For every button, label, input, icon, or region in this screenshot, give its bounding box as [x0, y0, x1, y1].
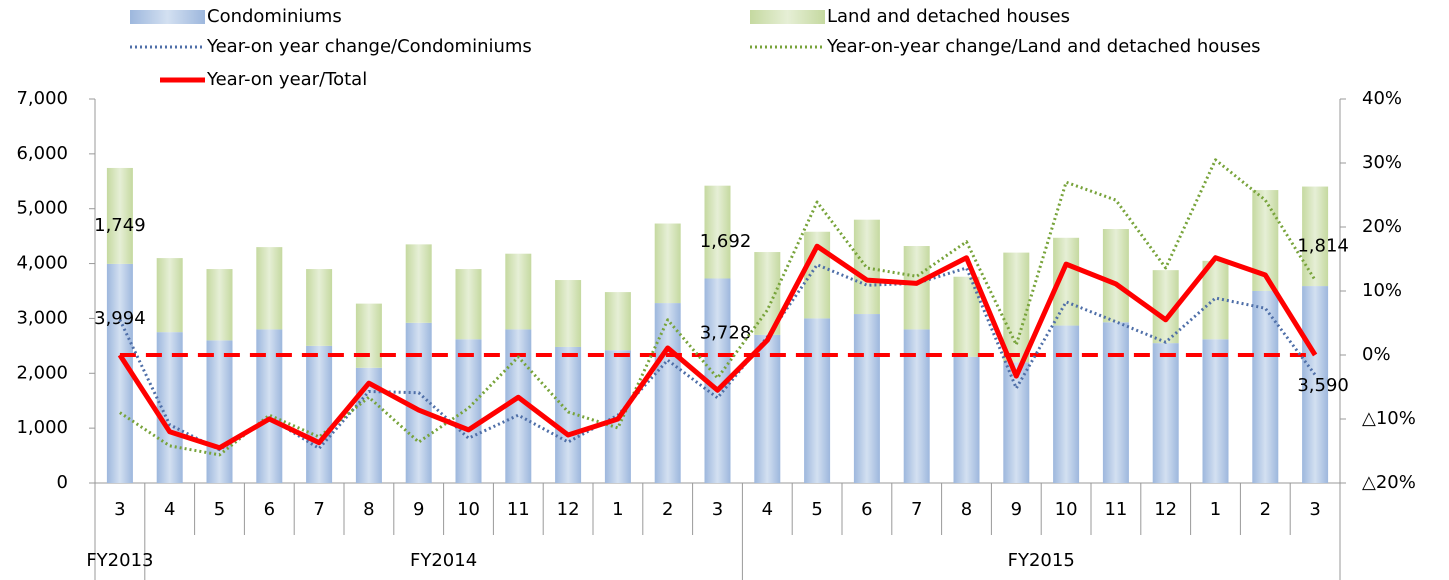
x-tick-label: 1 — [1210, 499, 1221, 520]
x-tick-label: 8 — [961, 499, 972, 520]
bar — [306, 269, 333, 346]
bar — [953, 356, 980, 483]
x-tick-label: 2 — [662, 499, 673, 520]
bar — [853, 314, 880, 483]
bar — [754, 334, 781, 483]
bar — [1302, 286, 1329, 483]
x-tick-label: 4 — [762, 499, 773, 520]
data-label: 3,994 — [94, 308, 146, 329]
y-tick-label: 3,000 — [16, 307, 68, 328]
bar — [455, 269, 482, 340]
legend-label: Year-on year/Total — [206, 69, 367, 90]
bar — [555, 280, 582, 347]
x-tick-label: 3 — [114, 499, 125, 520]
y-tick-label: 4,000 — [16, 253, 68, 274]
x-tick-label: 5 — [214, 499, 225, 520]
bar — [853, 219, 880, 315]
bar — [604, 292, 631, 351]
y-tick-label: 7,000 — [16, 88, 68, 109]
bar — [1102, 322, 1129, 483]
bar — [1003, 252, 1030, 363]
bar — [106, 167, 133, 264]
bar — [1202, 339, 1229, 483]
bar — [455, 339, 482, 483]
bar — [306, 345, 333, 483]
x-tick-label: 3 — [1309, 499, 1320, 520]
bar — [953, 276, 980, 357]
x-tick-label: 3 — [712, 499, 723, 520]
bar — [1053, 325, 1080, 483]
bar — [555, 346, 582, 483]
group-label: FY2015 — [1008, 550, 1075, 571]
x-tick-label: 4 — [164, 499, 175, 520]
bar — [1102, 229, 1129, 323]
y2-tick-label: △10% — [1362, 408, 1416, 429]
group-label: FY2014 — [410, 550, 477, 571]
x-tick-label: 9 — [1011, 499, 1022, 520]
x-tick-label: 6 — [264, 499, 275, 520]
y-tick-label: 1,000 — [16, 417, 68, 438]
legend-label: Year-on-year change/Land and detached ho… — [826, 36, 1261, 57]
y-tick-label: 0 — [57, 472, 68, 493]
x-tick-label: 11 — [1104, 499, 1127, 520]
x-tick-label: 12 — [557, 499, 580, 520]
x-tick-label: 8 — [363, 499, 374, 520]
data-label: 1,692 — [700, 231, 752, 252]
bar — [256, 247, 283, 330]
x-tick-label: 1 — [612, 499, 623, 520]
bar — [156, 258, 183, 333]
bar — [1003, 362, 1030, 483]
bar — [1252, 291, 1279, 483]
bar — [206, 340, 233, 483]
y2-tick-label: 30% — [1362, 152, 1402, 173]
line — [117, 243, 1318, 451]
data-label: 1,749 — [94, 215, 146, 236]
bar — [654, 303, 681, 483]
group-label: FY2013 — [86, 550, 153, 571]
x-tick-label: 2 — [1260, 499, 1271, 520]
y2-tick-label: 40% — [1362, 88, 1402, 109]
x-tick-label: 6 — [861, 499, 872, 520]
bar — [106, 263, 133, 483]
bar — [903, 329, 930, 483]
legend-label: Condominiums — [207, 6, 342, 27]
bar — [1152, 343, 1179, 483]
x-tick-label: 10 — [457, 499, 480, 520]
y-tick-label: 2,000 — [16, 362, 68, 383]
x-tick-label: 12 — [1154, 499, 1177, 520]
bar — [704, 185, 731, 279]
bar — [355, 303, 382, 368]
bar — [206, 269, 233, 341]
legend-label: Land and detached houses — [827, 6, 1070, 27]
x-tick-label: 11 — [507, 499, 530, 520]
x-tick-label: 7 — [911, 499, 922, 520]
bar — [1202, 260, 1229, 340]
x-tick-label: 9 — [413, 499, 424, 520]
bar — [405, 244, 432, 323]
bar — [256, 329, 283, 483]
bar — [505, 253, 532, 330]
bar — [654, 223, 681, 304]
bar — [903, 246, 930, 330]
y-tick-label: 6,000 — [16, 143, 68, 164]
y2-tick-label: 10% — [1362, 280, 1402, 301]
x-tick-label: 10 — [1055, 499, 1078, 520]
data-label: 3,590 — [1297, 375, 1349, 396]
data-label: 1,814 — [1297, 235, 1349, 256]
legend-swatch — [750, 10, 825, 24]
data-label: 3,728 — [700, 322, 752, 343]
legend-label: Year-on year change/Condominiums — [206, 36, 532, 57]
x-tick-label: 7 — [313, 499, 324, 520]
y2-tick-label: △20% — [1362, 472, 1416, 493]
bar — [804, 318, 831, 483]
x-tick-label: 5 — [811, 499, 822, 520]
y2-tick-label: 0% — [1362, 344, 1391, 365]
y-tick-label: 5,000 — [16, 198, 68, 219]
legend-swatch — [130, 10, 205, 24]
y2-tick-label: 20% — [1362, 216, 1402, 237]
bar — [1302, 186, 1329, 287]
